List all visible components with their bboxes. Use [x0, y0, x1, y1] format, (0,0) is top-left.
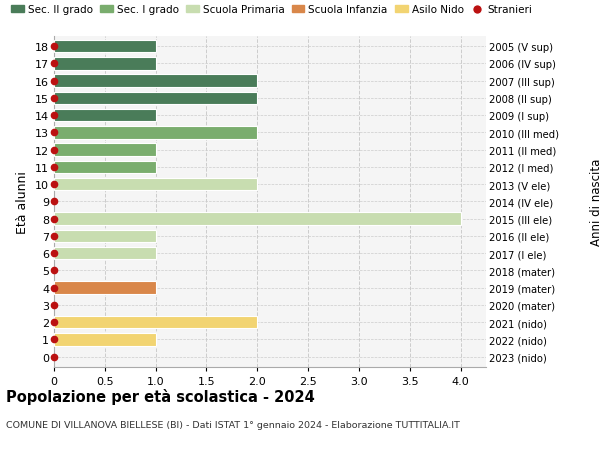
Bar: [54, 213, 461, 225]
Bar: [54, 92, 257, 105]
Bar: [54, 282, 155, 294]
Bar: [54, 161, 155, 174]
Bar: [54, 41, 155, 53]
Bar: [54, 316, 257, 329]
Bar: [54, 333, 155, 346]
Bar: [54, 144, 155, 157]
Bar: [54, 127, 257, 139]
Text: Popolazione per età scolastica - 2024: Popolazione per età scolastica - 2024: [6, 388, 315, 404]
Text: Anni di nascita: Anni di nascita: [590, 158, 600, 246]
Bar: [54, 179, 257, 191]
Bar: [54, 230, 155, 242]
Bar: [54, 58, 155, 70]
Bar: [54, 110, 155, 122]
Legend: Sec. II grado, Sec. I grado, Scuola Primaria, Scuola Infanzia, Asilo Nido, Stran: Sec. II grado, Sec. I grado, Scuola Prim…: [11, 5, 533, 15]
Bar: [54, 75, 257, 88]
Text: COMUNE DI VILLANOVA BIELLESE (BI) - Dati ISTAT 1° gennaio 2024 - Elaborazione TU: COMUNE DI VILLANOVA BIELLESE (BI) - Dati…: [6, 420, 460, 429]
Bar: [54, 247, 155, 260]
Y-axis label: Età alunni: Età alunni: [16, 171, 29, 233]
